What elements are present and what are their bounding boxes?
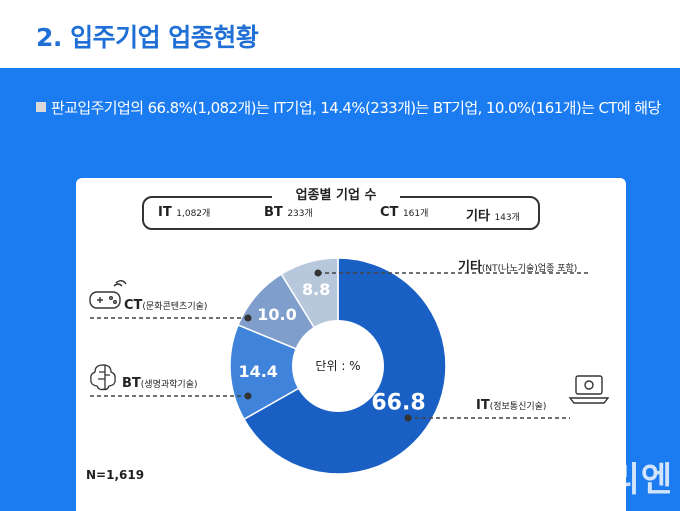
legend-title: 업종별 기업 수 — [272, 184, 400, 203]
value-label-CT: 10.0 — [257, 305, 296, 324]
category-label-it: IT(정보통신기술) — [476, 398, 547, 413]
legend-item-bt: BT 233개 — [264, 205, 313, 220]
page-title: 2. 입주기업 업종현황 — [36, 23, 259, 52]
pie-center-hole — [292, 320, 384, 412]
leader-dot-ct — [244, 314, 252, 322]
brain-circuit-icon — [90, 364, 116, 391]
watermark: 데일리엔 — [544, 460, 674, 500]
laptop-icon — [568, 375, 610, 404]
center-label: 단위 : % — [315, 359, 360, 373]
value-label-BT: 14.4 — [238, 362, 277, 381]
total-count-label: N=1,619 — [86, 468, 145, 482]
value-labels: 66.8 14.4 10.0 8.8 — [238, 280, 425, 415]
category-label-bt: BT(생명과학기술) — [122, 376, 198, 391]
bullet-icon — [36, 102, 46, 112]
value-label-IT: 66.8 — [371, 390, 425, 415]
category-label-etc: 기타(NT(나노기술)업종 포함) — [458, 260, 578, 275]
legend-item-it: IT 1,082개 — [158, 205, 211, 220]
legend-item-ct: CT 161개 — [380, 205, 429, 220]
leader-dot-bt — [244, 392, 252, 400]
leader-dot-it — [404, 414, 412, 422]
summary-text: 판교입주기업의 66.8%(1,082개)는 IT기업, 14.4%(233개)… — [51, 99, 661, 117]
gamepad-icon — [89, 280, 127, 309]
category-label-ct: CT(문화콘텐츠기술) — [124, 298, 208, 313]
summary-line: 판교입주기업의 66.8%(1,082개)는 IT기업, 14.4%(233개)… — [36, 97, 661, 118]
header-bar: 2. 입주기업 업종현황 — [0, 0, 680, 68]
leader-dot-etc — [314, 269, 322, 277]
pie-slice-BT — [229, 324, 340, 421]
legend-item-etc: 기타 143개 — [466, 209, 520, 224]
value-label-기타: 8.8 — [302, 280, 330, 299]
